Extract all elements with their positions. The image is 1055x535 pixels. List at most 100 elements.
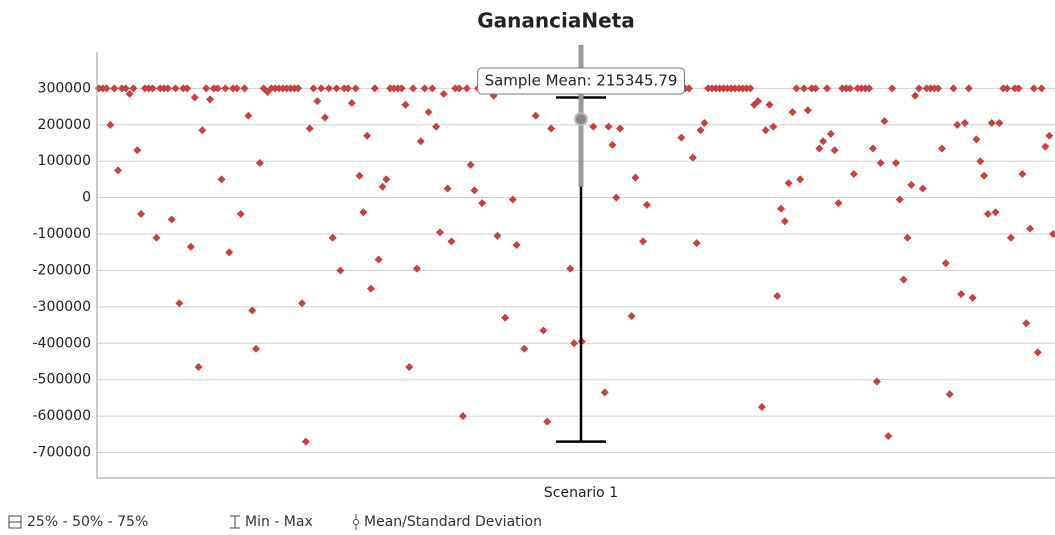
data-point xyxy=(148,84,157,93)
data-point xyxy=(1045,131,1054,140)
data-point xyxy=(780,217,789,226)
data-point xyxy=(321,113,330,122)
data-point xyxy=(347,98,356,107)
y-tick-label: 300000 xyxy=(38,80,91,96)
data-point xyxy=(792,84,801,93)
data-point xyxy=(685,84,694,93)
data-point xyxy=(298,299,307,308)
data-point xyxy=(359,208,368,217)
data-point xyxy=(309,84,318,93)
data-point xyxy=(830,146,839,155)
data-point xyxy=(336,266,345,275)
data-point xyxy=(416,137,425,146)
data-point xyxy=(409,84,418,93)
tooltip: Sample Mean: 215345.79 xyxy=(477,67,685,95)
data-point xyxy=(539,326,548,335)
data-point xyxy=(198,126,207,135)
data-point xyxy=(918,184,927,193)
data-point xyxy=(934,84,943,93)
data-point xyxy=(868,144,877,153)
data-point xyxy=(1033,348,1042,357)
data-point xyxy=(366,284,375,293)
data-point xyxy=(137,210,146,219)
tooltip-text: Sample Mean: 215345.79 xyxy=(485,72,678,90)
data-point xyxy=(769,122,778,131)
data-point xyxy=(612,193,621,202)
data-point xyxy=(121,84,130,93)
data-point xyxy=(987,119,996,127)
data-point xyxy=(194,362,203,371)
data-point xyxy=(765,100,774,109)
y-tick-label: 0 xyxy=(82,190,91,206)
data-point xyxy=(1018,169,1027,178)
data-point xyxy=(236,210,245,219)
data-point xyxy=(754,97,763,106)
data-point xyxy=(608,140,617,149)
data-point xyxy=(746,84,755,93)
data-point xyxy=(761,126,770,135)
data-point xyxy=(696,126,705,135)
data-point xyxy=(420,84,429,93)
data-point xyxy=(206,95,215,104)
data-point xyxy=(1014,84,1023,93)
data-point xyxy=(351,84,360,93)
data-point xyxy=(903,233,912,242)
data-point xyxy=(328,233,337,242)
legend-icon-minmax xyxy=(230,515,240,529)
data-point xyxy=(953,120,962,129)
chart-title: GananciaNeta xyxy=(477,9,634,33)
data-point xyxy=(604,122,613,131)
data-point xyxy=(570,339,579,348)
data-point xyxy=(1041,142,1050,151)
data-point xyxy=(175,299,184,308)
data-point xyxy=(1029,84,1038,93)
data-point xyxy=(914,84,923,93)
data-point xyxy=(186,242,195,251)
data-point xyxy=(225,248,234,257)
data-point xyxy=(547,124,556,133)
data-point xyxy=(466,160,475,169)
data-point xyxy=(983,210,992,219)
data-point xyxy=(677,133,686,142)
data-point xyxy=(405,362,414,371)
data-point xyxy=(428,84,437,93)
data-point xyxy=(872,377,881,386)
data-point xyxy=(478,199,487,208)
data-point xyxy=(800,84,809,93)
y-tick-label: -300000 xyxy=(33,299,92,315)
data-point xyxy=(508,195,517,204)
data-point xyxy=(363,131,372,140)
data-point xyxy=(777,204,786,213)
data-point xyxy=(531,111,540,120)
data-point xyxy=(432,122,441,131)
data-point xyxy=(332,84,341,93)
data-point xyxy=(899,275,908,284)
data-point xyxy=(412,264,421,273)
data-point xyxy=(960,119,969,127)
mean-point xyxy=(574,112,588,127)
data-point xyxy=(543,417,552,426)
data-point xyxy=(439,89,448,98)
data-point xyxy=(819,137,828,146)
data-point xyxy=(125,89,134,98)
y-tick-label: 200000 xyxy=(38,117,91,133)
data-point xyxy=(424,108,433,117)
data-point xyxy=(401,100,410,109)
data-point xyxy=(493,231,502,240)
data-point xyxy=(435,228,444,237)
data-point xyxy=(397,84,406,93)
y-tick-label: -600000 xyxy=(33,408,92,424)
data-point xyxy=(355,171,364,180)
data-point xyxy=(888,84,897,93)
data-point xyxy=(167,215,176,224)
data-point xyxy=(700,119,709,127)
data-point xyxy=(991,208,1000,217)
data-point xyxy=(458,412,467,421)
data-point xyxy=(217,175,226,184)
data-point xyxy=(907,180,916,189)
legend-icon-mean-dot xyxy=(353,519,359,525)
data-point xyxy=(106,120,115,129)
data-point xyxy=(937,144,946,153)
data-point xyxy=(317,84,326,93)
data-point xyxy=(600,388,609,397)
